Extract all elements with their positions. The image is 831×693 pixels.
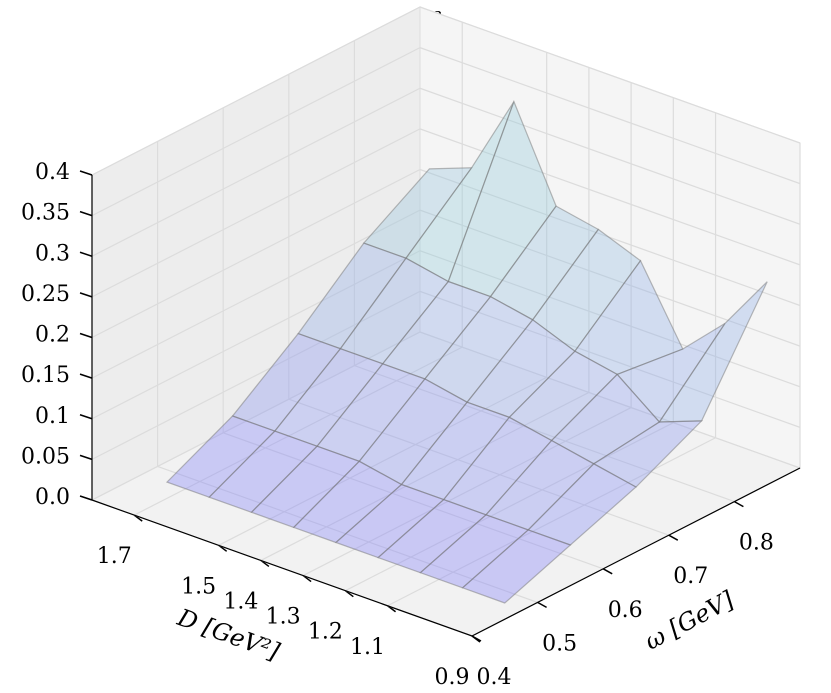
grid-line xyxy=(91,168,421,339)
y-tick-label: 0.6 xyxy=(608,598,643,623)
grid-line xyxy=(419,87,801,225)
grid-line xyxy=(419,250,801,388)
y-axis-label: ω [GeV] xyxy=(640,585,739,655)
z-tick-label: 0.2 xyxy=(35,323,70,348)
x-axis-line xyxy=(91,499,473,637)
z-tick-label: 0.4 xyxy=(35,160,70,185)
y-tick xyxy=(668,534,679,541)
z-tick xyxy=(79,454,93,461)
y-tick-label: 0.4 xyxy=(477,665,512,690)
z-tick xyxy=(79,170,93,176)
grid-line xyxy=(157,465,538,603)
z-tick xyxy=(79,373,93,379)
grid-line xyxy=(91,250,421,420)
grid-line xyxy=(218,376,547,546)
z-tick-label: 0.3 xyxy=(35,241,70,266)
z-tick xyxy=(79,251,93,257)
z-tick-label: 0.1 xyxy=(35,404,70,429)
y-tick-label: 0.8 xyxy=(739,531,774,556)
grid-line xyxy=(345,422,674,592)
grid-line xyxy=(91,290,421,460)
y-tick xyxy=(537,601,547,609)
z-tick-label: 0.35 xyxy=(21,201,70,226)
grid-line xyxy=(419,209,801,347)
z-tick xyxy=(79,210,93,217)
z-tick xyxy=(79,495,93,501)
x-tick-label: 1.5 xyxy=(181,574,216,599)
grid-line xyxy=(419,331,801,469)
grid-line xyxy=(91,6,421,176)
y-tick-label: 0.7 xyxy=(673,564,708,589)
y-axis-line xyxy=(471,467,801,637)
x-tick-label: 1.2 xyxy=(308,620,343,645)
grid-line xyxy=(419,47,801,185)
grid-line xyxy=(91,331,421,501)
grid-line xyxy=(260,391,590,561)
surface-facet xyxy=(461,529,572,604)
x-tick-label: 1.4 xyxy=(223,589,258,614)
x-tick-label: 1.7 xyxy=(97,544,132,569)
z-tick-label: 0.05 xyxy=(21,444,70,469)
y-tick xyxy=(734,500,744,508)
grid-line xyxy=(419,6,801,144)
x-tick-label: 0.9 xyxy=(435,665,470,690)
z-tick-label: 0.0 xyxy=(35,485,70,510)
z-tick-label: 0.15 xyxy=(21,363,70,388)
grid-line xyxy=(91,128,421,298)
grid-line xyxy=(387,437,716,607)
x-tick-label: 1.3 xyxy=(266,605,301,630)
z-tick-label: 0.25 xyxy=(21,282,70,307)
grid-line xyxy=(419,128,801,266)
grid-line xyxy=(302,407,632,577)
z-tick xyxy=(79,292,93,298)
grid-line xyxy=(419,290,801,428)
grid-line xyxy=(91,47,421,217)
grid-line xyxy=(91,87,421,257)
x-tick-label: 1.1 xyxy=(350,635,385,660)
grid-line xyxy=(222,432,604,570)
grid-line xyxy=(133,346,463,516)
grid-line xyxy=(91,209,421,379)
grid-line xyxy=(288,398,670,536)
y-tick xyxy=(602,568,613,575)
z-tick xyxy=(79,332,93,339)
z-tick xyxy=(79,414,93,420)
y-tick xyxy=(471,635,482,642)
y-tick-label: 0.5 xyxy=(542,631,577,656)
